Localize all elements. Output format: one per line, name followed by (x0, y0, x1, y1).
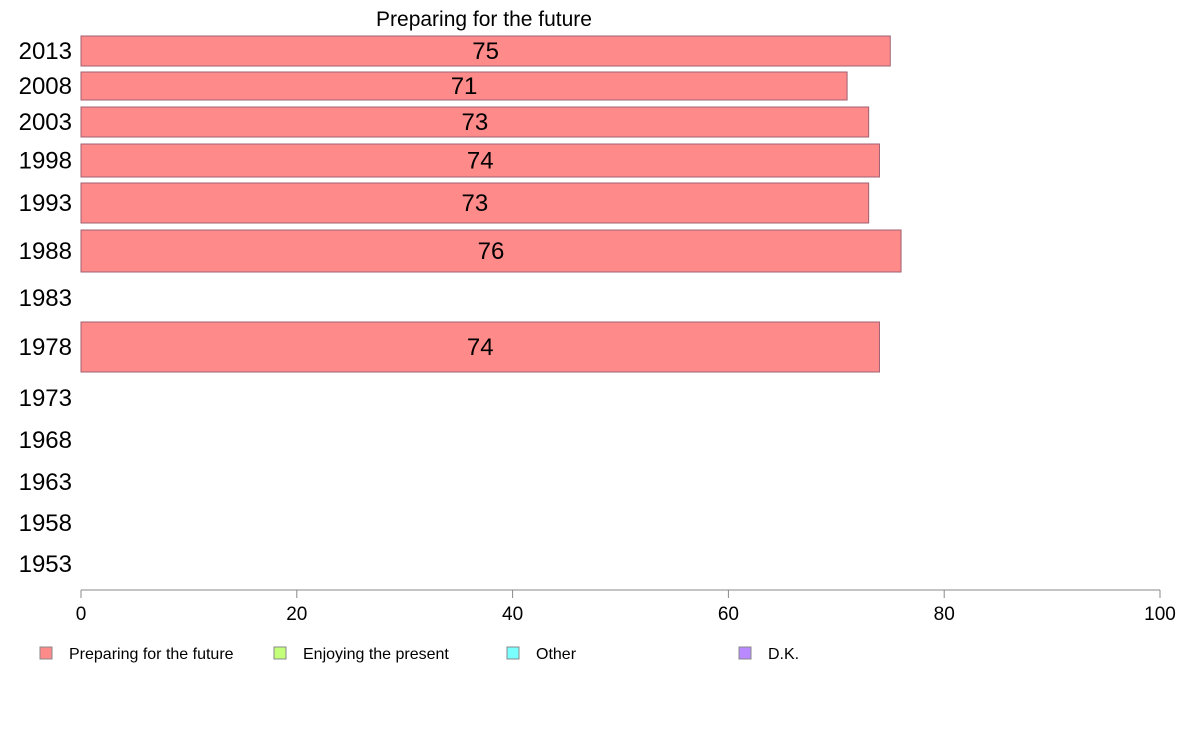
year-label: 2003 (19, 109, 72, 136)
bar (80, 229, 902, 273)
bar-value-label: 71 (451, 73, 478, 100)
x-tick-label: 100 (1144, 604, 1176, 625)
legend-label: D.K. (768, 646, 799, 663)
year-label: 2008 (19, 73, 72, 100)
year-label: 1973 (19, 385, 72, 412)
legend-swatch (506, 646, 520, 660)
year-label: 1968 (19, 427, 72, 454)
x-tick-label: 80 (934, 604, 955, 625)
legend-label: Enjoying the present (303, 646, 449, 663)
year-label: 1958 (19, 510, 72, 537)
legend-label: Preparing for the future (69, 646, 234, 663)
legend-swatch (273, 646, 287, 660)
legend-swatch (738, 646, 752, 660)
legend-label: Other (536, 646, 577, 663)
x-tick-label: 0 (76, 604, 87, 625)
legend-swatch (39, 646, 53, 660)
bar-value-label: 76 (478, 238, 505, 265)
bar (80, 71, 848, 101)
bars-group: 75 71 73 74 73 76 74 (80, 35, 902, 373)
bar (80, 106, 870, 138)
year-label: 1983 (19, 285, 72, 312)
year-label: 1963 (19, 469, 72, 496)
year-label: 1988 (19, 238, 72, 265)
bar (80, 143, 880, 178)
bar-value-label: 73 (461, 190, 488, 217)
x-tick-label: 20 (286, 604, 307, 625)
bar-value-label: 73 (461, 109, 488, 136)
bar-value-label: 75 (472, 38, 499, 65)
x-axis-ticks: 0 20 40 60 80 100 (76, 590, 1176, 625)
bar (80, 35, 891, 67)
x-tick-label: 60 (718, 604, 739, 625)
chart-title: Preparing for the future (376, 8, 592, 31)
year-label: 1953 (19, 551, 72, 578)
x-tick-label: 40 (502, 604, 523, 625)
legend: Preparing for the future Enjoying the pre… (39, 646, 799, 663)
year-labels-group: 2013 2008 2003 1998 1993 1988 1983 1978 1973 1968… (19, 38, 72, 578)
year-label: 1998 (19, 148, 72, 175)
bar (80, 182, 870, 224)
bar-value-label: 74 (467, 334, 494, 361)
year-label: 1993 (19, 190, 72, 217)
year-label: 2013 (19, 38, 72, 65)
year-label: 1978 (19, 334, 72, 361)
bar (80, 321, 880, 373)
bar-value-label: 74 (467, 148, 494, 175)
